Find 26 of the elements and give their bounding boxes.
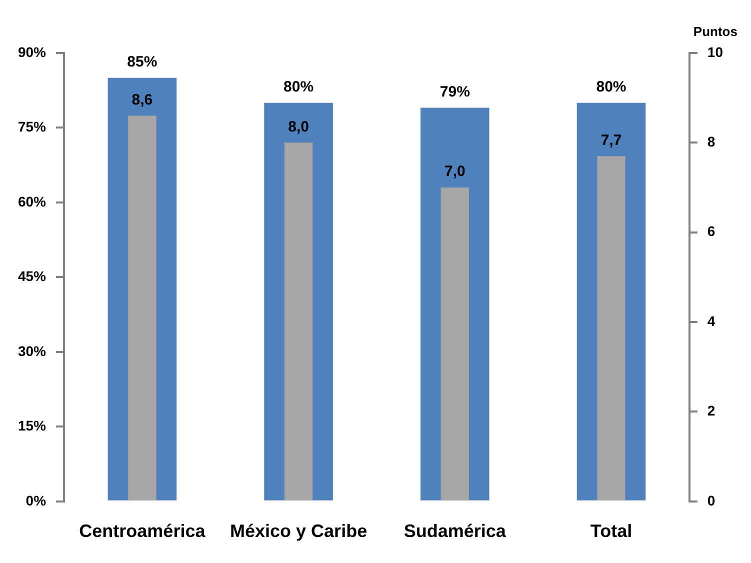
y2-tick-label: 10	[707, 44, 724, 60]
y2-tick-label: 8	[707, 134, 716, 150]
data-label: 80%	[284, 78, 314, 96]
y-tick-label: 30%	[18, 342, 47, 359]
data-label: 80%	[596, 78, 626, 96]
data-label: 79%	[440, 83, 470, 100]
y2-tick-label: 0	[707, 492, 716, 508]
y-tick-label: 60%	[18, 193, 47, 210]
y-tick-label: 90%	[18, 44, 47, 60]
data-label: 85%	[127, 54, 158, 71]
x-tick-label: Centroamérica	[79, 521, 206, 542]
y2-tick-label: 6	[707, 223, 716, 240]
data-label: 8,0	[288, 118, 309, 136]
data-label: 7,7	[600, 132, 622, 149]
data-label: 8,6	[132, 91, 153, 108]
x-tick-label: Total	[590, 521, 632, 542]
y2-tick-label: 2	[707, 402, 716, 419]
y2-axis-title: Puntos	[693, 24, 738, 40]
x-tick-label: México y Caribe	[230, 521, 368, 542]
y2-tick-label: 4	[707, 312, 716, 329]
y-tick-label: 75%	[18, 118, 47, 135]
y-tick-label: 15%	[18, 418, 47, 434]
x-tick-label: Sudamérica	[404, 521, 507, 542]
data-label: 7,0	[444, 163, 466, 180]
y-tick-label: 0%	[26, 492, 47, 508]
y-tick-label: 45%	[18, 268, 47, 284]
